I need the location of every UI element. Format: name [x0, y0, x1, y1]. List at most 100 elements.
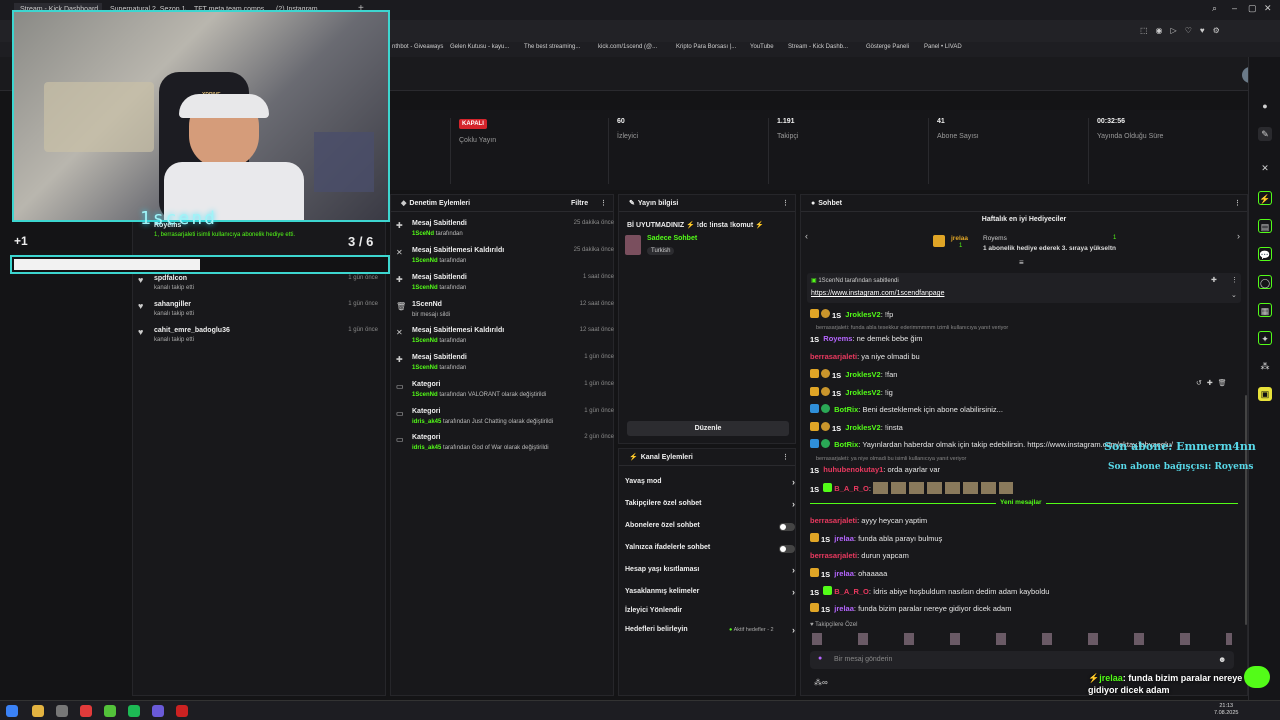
bookmark[interactable]: The best streaming... — [524, 44, 581, 50]
action-title: Kategori — [412, 434, 441, 441]
start-icon[interactable] — [6, 705, 18, 717]
toggle-switch[interactable] — [779, 523, 795, 531]
more-icon[interactable]: ⋮ — [1231, 277, 1238, 284]
category-thumbnail — [625, 235, 641, 255]
panel-title: Sohbet — [818, 200, 842, 207]
stat-value: 60 — [617, 118, 625, 125]
close-icon[interactable]: ✕ — [1261, 163, 1269, 173]
mic-icon[interactable]: ● — [818, 655, 823, 662]
bookmark[interactable]: YouTube — [750, 44, 774, 50]
app-icon[interactable] — [56, 705, 68, 717]
goals-action[interactable]: Hedefleri belirleyin ● Aktif hedefler - … — [625, 625, 795, 635]
spotify-icon[interactable] — [128, 705, 140, 717]
streamer-shirt — [164, 162, 304, 220]
more-icon[interactable]: ⋮ — [600, 200, 607, 207]
chat-message: berrasarjaleti: ya niye olmadi bu — [810, 352, 920, 361]
maximize-icon[interactable]: ▢ — [1248, 3, 1257, 13]
pinned-link[interactable]: https://www.instagram.com/1scendfanpage — [811, 290, 945, 297]
more-icon[interactable]: ⋮ — [1234, 200, 1241, 207]
stat-label: Çoklu Yayın — [459, 137, 497, 144]
bookmark[interactable]: nthbot - Giveaways — [392, 44, 444, 50]
pin-icon: ✚ — [396, 221, 403, 230]
bolt-icon: ⚡ — [629, 454, 638, 461]
input-placeholder: Bir mesaj gönderin — [834, 656, 893, 663]
follower-detail: kanalı takip etti — [154, 285, 195, 291]
discord-icon[interactable] — [152, 705, 164, 717]
more-icon[interactable]: ⋮ — [782, 454, 789, 461]
minimize-icon[interactable]: – — [1232, 3, 1238, 13]
category-icon: ▭ — [396, 435, 404, 444]
host-action[interactable]: İzleyici Yönlendir — [625, 607, 683, 614]
highlight-icon[interactable]: ▣ — [1258, 387, 1272, 401]
bolt-icon[interactable]: ⚡ — [1258, 191, 1272, 205]
action-detail: 1ScenNd tarafından — [412, 338, 467, 344]
stream-category[interactable]: Sadece Sohbet — [647, 235, 698, 242]
overlay-last-sub: Son abone: Emmerm4nn — [1104, 440, 1256, 453]
app-icon[interactable] — [104, 705, 116, 717]
action-time: 12 saat önce — [579, 301, 614, 307]
chevron-down-icon[interactable]: ⌄ — [1231, 292, 1237, 299]
bookmark[interactable]: Panel • LIVAD — [924, 44, 962, 50]
pin-icon[interactable]: ✚ — [1211, 277, 1217, 284]
bookmark[interactable]: Gelen Kutusu - kayu... — [450, 44, 510, 50]
edit-button[interactable]: Düzenle — [627, 421, 789, 436]
slow-mode-action[interactable]: Yavaş mod › — [625, 477, 795, 487]
search-tabs-icon[interactable]: ⌕ — [1212, 3, 1218, 13]
taskbar: 21:13 7.08.2025 — [0, 700, 1280, 720]
followers-only-action[interactable]: Takipçilere özel sohbet › — [625, 499, 795, 509]
emote-only-action[interactable]: Yalnızca ifadelerle sohbet — [625, 544, 795, 558]
message-actions[interactable]: ↺✚🗑 — [1196, 380, 1232, 387]
panel-header: ⚡ Kanal Eylemleri ⋮ — [619, 449, 795, 466]
follower-name: Royems — [154, 222, 182, 229]
info-icon[interactable]: ● — [1262, 101, 1268, 111]
user-icon[interactable]: ◯ — [1258, 275, 1272, 289]
list-item: 🗑 1ScenNd bir mesajı sildi 12 saat önce — [394, 301, 614, 327]
right-tool-bar: ● ✎ ✕ ⚡ ▤ 💬 ◯ ▦ ✦ ⁂ ▣ — [1248, 57, 1280, 700]
follower-detail: kanalı takip etti — [154, 311, 195, 317]
close-icon[interactable]: ✕ — [1264, 3, 1272, 13]
new-tab-icon[interactable]: + — [358, 3, 364, 14]
obs-icon[interactable] — [176, 705, 188, 717]
pin-icon: ✚ — [396, 275, 403, 284]
bookmark[interactable]: Gösterge Paneli — [866, 44, 910, 50]
chat-icon[interactable]: 💬 — [1258, 247, 1272, 261]
chat-icon: ● — [811, 200, 816, 207]
panel-title: Yayın bilgisi — [637, 200, 679, 207]
wrench-icon[interactable]: ✦ — [1258, 331, 1272, 345]
edit-icon[interactable]: ✎ — [1258, 127, 1272, 141]
clock[interactable]: 21:13 7.08.2025 — [1214, 703, 1239, 716]
emote-icon[interactable]: ☻ — [1218, 655, 1227, 664]
chevron-right-icon[interactable]: › — [1237, 231, 1240, 241]
subscribers-only-action[interactable]: Abonelere özel sohbet — [625, 522, 795, 536]
filter-button[interactable]: Filtre — [571, 200, 589, 207]
stat-subscribers: 41 Abone Sayısı — [928, 118, 1078, 184]
browser-tab[interactable]: Supernatural 2. Sezon 18... — [104, 3, 186, 17]
account-age-action[interactable]: Hesap yaşı kısıtlaması › — [625, 565, 795, 575]
banned-words-action[interactable]: Yasaklanmış kelimeler › — [625, 587, 795, 597]
chat-message: 1S jrelaa: ohaaaaa — [810, 568, 1240, 582]
bookmark[interactable]: Kripto Para Borsası |... — [676, 44, 737, 50]
chat-message: 1S JroklesV2: !fan — [810, 369, 1240, 383]
chevron-left-icon[interactable]: ‹ — [805, 231, 808, 241]
chat-input[interactable]: ● Bir mesaj gönderin ☻ — [810, 651, 1234, 669]
expand-icon[interactable]: ≡ — [1019, 258, 1024, 267]
stat-label: Abone Sayısı — [937, 133, 979, 140]
chat-scrollbar[interactable] — [1245, 395, 1247, 625]
category-icon: ▭ — [396, 382, 404, 391]
browser-tab[interactable]: (2) Instagram — [270, 3, 350, 17]
toggle-switch[interactable] — [779, 545, 795, 553]
bookmark[interactable]: Stream - Kick Dashb... — [788, 44, 849, 50]
document-icon[interactable]: ▤ — [1258, 219, 1272, 233]
apps-icon[interactable]: ⁂ — [1260, 361, 1270, 371]
browser-toolbar-icons[interactable]: ⬚◉▷♡♥⚙ — [1140, 26, 1228, 35]
overlay-chat-message: ⚡jrelaa: funda bizim paralar nereye gidi… — [1088, 673, 1243, 695]
browser-tab[interactable]: TFT meta team comps... — [188, 3, 268, 17]
more-icon[interactable]: ⋮ — [782, 200, 789, 207]
folder-icon[interactable] — [32, 705, 44, 717]
chat-message: 1S Royems: ne demek bebe ğim — [810, 334, 923, 344]
chat-settings-icon[interactable]: ⁂∞ — [814, 678, 828, 687]
bookmark[interactable]: kick.com/1scend (@... — [598, 44, 658, 50]
layout-icon[interactable]: ▦ — [1258, 303, 1272, 317]
moderation-panel: ◆ Denetim Eylemleri Filtre ⋮ — [390, 194, 614, 696]
opera-icon[interactable] — [80, 705, 92, 717]
